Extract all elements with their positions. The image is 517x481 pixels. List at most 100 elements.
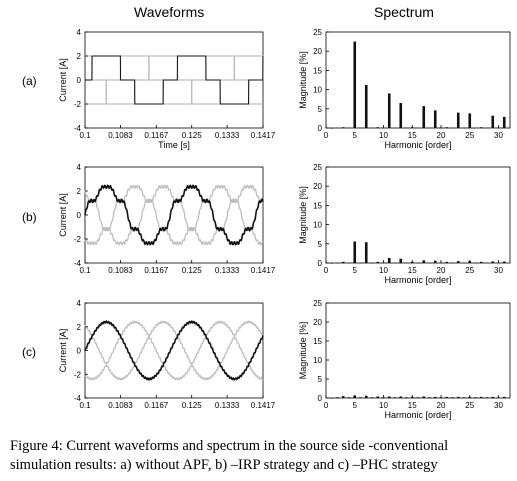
harmonic-bar-22 <box>451 127 454 129</box>
spectrum-xtick-label: 25 <box>465 131 474 140</box>
spectrum-ytick-label: 10 <box>313 356 322 365</box>
harmonic-bar-18 <box>428 262 431 264</box>
waveform-ytick-label: 4 <box>77 163 82 172</box>
harmonic-bar-17 <box>422 260 426 263</box>
waveform-ytick-label: 0 <box>77 211 82 220</box>
waveform-xtick-label: 0.1083 <box>108 131 133 140</box>
harmonic-bar-6 <box>359 397 362 398</box>
spectrum-xtick-label: 0 <box>324 131 329 140</box>
spectrum-xtick-label: 20 <box>437 131 446 140</box>
waveform-xtick-label: 0.1333 <box>215 266 240 275</box>
harmonic-bar-11 <box>387 258 391 263</box>
harmonic-bar-13 <box>399 258 403 263</box>
spectrum-xtick-label: 15 <box>408 131 417 140</box>
harmonic-bar-23 <box>456 396 460 398</box>
harmonic-bar-5 <box>353 241 357 263</box>
harmonic-bar-16 <box>416 397 420 398</box>
caption-line-2: simulation results: a) without APF, b) –… <box>10 457 438 473</box>
harmonic-bar-9 <box>376 127 380 128</box>
spectrum-ytick-label: 10 <box>313 86 322 95</box>
spectrum-ytick-label: 15 <box>313 201 322 210</box>
phase-a-current-trace-2 <box>84 320 264 381</box>
spectrum-xtick-label: 10 <box>379 266 388 275</box>
harmonic-bar-31 <box>502 396 506 398</box>
harmonic-bar-28 <box>485 262 489 264</box>
other-phase-current-trace-2-0 <box>84 320 264 381</box>
waveform-yaxis-label: Current [A] <box>58 329 68 373</box>
harmonic-bar-8 <box>370 127 374 129</box>
waveform-xtick-label: 0.1167 <box>144 266 168 275</box>
harmonic-bar-3 <box>341 396 345 398</box>
spectrum-xaxis-label: Harmonic [order] <box>384 275 451 285</box>
harmonic-bar-22 <box>451 262 454 264</box>
harmonic-bar-19 <box>433 110 437 128</box>
waveform-ytick-label: 2 <box>77 187 82 196</box>
waveform-ytick-label: 0 <box>77 347 82 356</box>
spectrum-xtick-label: 5 <box>353 401 358 410</box>
spectrum-ytick-label: 15 <box>313 337 322 346</box>
harmonic-bar-2 <box>336 262 339 264</box>
harmonic-bar-21 <box>445 396 449 398</box>
waveform-ytick-label: 4 <box>77 28 82 37</box>
spectrum-ytick-label: 20 <box>313 47 322 56</box>
harmonic-bar-6 <box>359 127 362 129</box>
spectrum-column-title: Spectrum <box>374 4 434 20</box>
harmonic-bar-4 <box>347 397 351 398</box>
harmonic-bar-1 <box>330 398 334 399</box>
harmonic-bar-21 <box>445 261 449 263</box>
other-phase-current-trace-0-0 <box>85 55 263 105</box>
harmonic-bar-3 <box>341 261 345 263</box>
spectrum-ytick-label: 5 <box>318 375 323 384</box>
spectrum-xtick-label: 0 <box>324 266 329 275</box>
harmonic-bar-13 <box>399 103 403 128</box>
harmonic-bar-2 <box>336 127 339 129</box>
phase-a-current-trace-0 <box>85 55 264 105</box>
harmonic-bar-28 <box>485 397 489 398</box>
harmonic-bar-7 <box>364 84 368 128</box>
waveform-ytick-label: -2 <box>74 100 82 109</box>
panel-label: (a) <box>22 74 37 88</box>
harmonic-bar-23 <box>456 261 460 263</box>
harmonic-bar-8 <box>370 397 374 398</box>
waveform-xtick-label: 0.1083 <box>108 266 133 275</box>
spectrum-yaxis-label: Magnitude [%] <box>298 51 308 109</box>
harmonic-bar-26 <box>474 127 477 129</box>
spectrum-xtick-label: 30 <box>494 131 503 140</box>
harmonic-bar-22 <box>451 397 454 398</box>
spectrum-xtick-label: 20 <box>437 266 446 275</box>
other-phase-current-trace-2-1 <box>84 320 264 381</box>
waveform-xtick-label: 0.1333 <box>215 401 240 410</box>
harmonic-bar-29 <box>491 261 495 263</box>
spectrum-ytick-label: 0 <box>318 124 323 133</box>
harmonic-bar-14 <box>405 397 408 398</box>
harmonic-bar-29 <box>491 396 495 398</box>
harmonic-bar-13 <box>399 396 403 398</box>
waveform-ytick-label: 0 <box>77 76 82 85</box>
harmonic-bar-9 <box>376 396 380 398</box>
spectrum-ytick-label: 25 <box>313 28 322 37</box>
waveform-xtick-label: 0.1333 <box>215 131 240 140</box>
spectrum-xaxis-label: Harmonic [order] <box>384 410 451 420</box>
waveform-ytick-label: 2 <box>77 52 82 61</box>
waveform-xtick-label: 0.1417 <box>251 131 276 140</box>
spectrum-ytick-label: 20 <box>313 182 322 191</box>
harmonic-bar-24 <box>462 127 466 129</box>
waveform-xtick-label: 0.1083 <box>108 401 133 410</box>
waveform-xaxis-label: Time [s] <box>158 140 190 150</box>
spectrum-xtick-label: 10 <box>379 131 388 140</box>
harmonic-bar-4 <box>347 262 351 264</box>
waveform-xtick-label: 0.1417 <box>251 266 276 275</box>
waveform-ytick-label: -2 <box>74 370 82 379</box>
harmonic-bar-17 <box>422 106 426 128</box>
harmonic-bar-26 <box>474 397 477 398</box>
harmonic-bar-5 <box>353 41 357 128</box>
spectrum-xtick-label: 25 <box>465 401 474 410</box>
spectrum-xtick-label: 5 <box>353 266 358 275</box>
other-phase-current-trace-0-1 <box>85 55 264 105</box>
waveform-xtick-label: 0.1 <box>79 131 91 140</box>
harmonic-bar-8 <box>370 262 374 264</box>
spectrum-ytick-label: 10 <box>313 221 322 230</box>
spectrum-xtick-label: 25 <box>465 266 474 275</box>
harmonic-bar-24 <box>462 262 466 264</box>
other-phase-current-trace-1-0 <box>84 184 264 246</box>
